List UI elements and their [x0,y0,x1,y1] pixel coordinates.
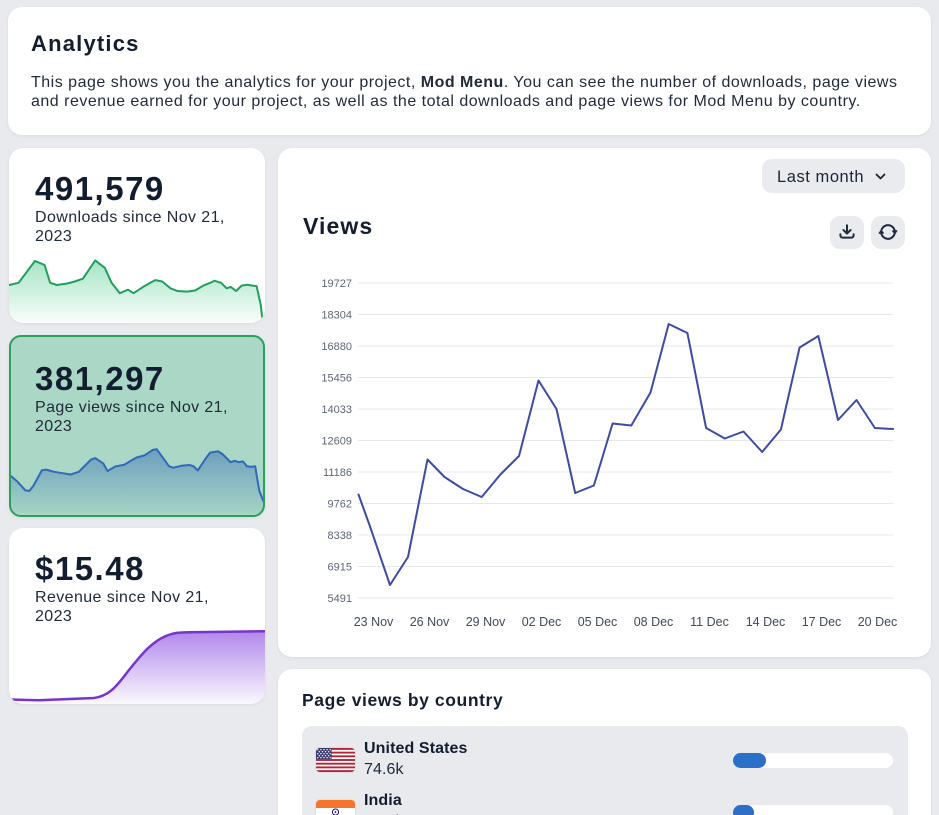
svg-text:19727: 19727 [321,278,352,290]
svg-text:8338: 8338 [328,530,352,542]
svg-text:17 Dec: 17 Dec [802,615,842,629]
svg-text:20 Dec: 20 Dec [858,615,898,629]
svg-text:6915: 6915 [328,562,352,574]
svg-text:14 Dec: 14 Dec [746,615,786,629]
svg-text:05 Dec: 05 Dec [578,615,618,629]
svg-text:11186: 11186 [323,467,352,479]
svg-text:08 Dec: 08 Dec [634,615,674,629]
svg-text:23 Nov: 23 Nov [354,615,394,629]
svg-text:02 Dec: 02 Dec [522,615,562,629]
svg-text:16880: 16880 [321,341,352,353]
svg-text:29 Nov: 29 Nov [466,615,506,629]
svg-text:15456: 15456 [321,373,352,385]
svg-text:11 Dec: 11 Dec [690,615,729,629]
svg-text:12609: 12609 [321,436,352,448]
svg-text:9762: 9762 [328,499,352,511]
svg-text:14033: 14033 [321,404,352,416]
svg-text:18304: 18304 [321,310,352,322]
svg-text:26 Nov: 26 Nov [410,615,450,629]
svg-text:5491: 5491 [328,593,352,605]
